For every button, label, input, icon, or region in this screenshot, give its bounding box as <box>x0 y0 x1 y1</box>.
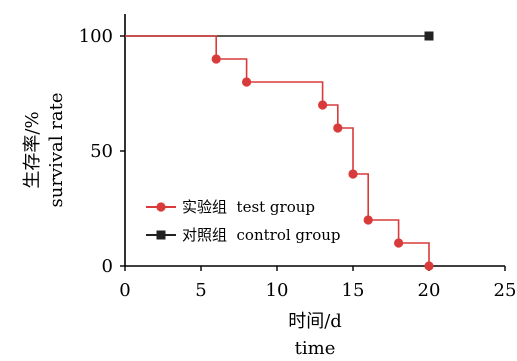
axes <box>124 14 505 267</box>
x-tick-label: 0 <box>119 280 130 301</box>
legend-swatch-marker <box>156 202 166 212</box>
series-test-group <box>125 35 434 271</box>
y-tick-label: 50 <box>90 141 113 162</box>
x-axis-label-line1: 时间/d <box>288 311 342 332</box>
data-point-test-group <box>333 123 343 133</box>
data-point-test-group <box>348 169 358 179</box>
x-tick-label: 20 <box>418 280 441 301</box>
data-point-test-group <box>211 54 221 64</box>
data-point-test-group <box>318 100 328 110</box>
x-ticks: 0 5 10 15 20 25 <box>119 266 516 301</box>
legend-item-control-group: 对照组 control group <box>146 226 341 244</box>
x-tick-label: 15 <box>342 280 365 301</box>
x-tick-label: 10 <box>266 280 289 301</box>
data-point-test-group <box>242 77 252 87</box>
legend-label-control-group: 对照组 control group <box>182 226 341 244</box>
series-layer <box>125 31 434 271</box>
y-tick-label: 100 <box>79 26 113 47</box>
y-axis-label-line1: 生存率/% <box>22 111 43 188</box>
y-axis-label-line2: survival rate <box>46 93 67 208</box>
x-tick-label: 25 <box>494 280 517 301</box>
data-point-test-group <box>394 238 404 248</box>
x-tick-label: 5 <box>195 280 206 301</box>
data-point-control-group <box>424 31 434 41</box>
legend-label-test-group: 实验组 test group <box>182 198 315 216</box>
series-line-test-group <box>125 35 432 267</box>
legend-swatch-marker <box>156 230 166 240</box>
y-tick-label: 0 <box>102 256 113 277</box>
x-axis-label-line2: time <box>295 338 336 359</box>
data-point-test-group <box>363 215 373 225</box>
legend: 实验组 test group 对照组 control group <box>146 198 341 244</box>
y-ticks: 0 50 100 <box>79 26 125 277</box>
data-point-test-group <box>424 261 434 271</box>
legend-item-test-group: 实验组 test group <box>146 198 315 216</box>
